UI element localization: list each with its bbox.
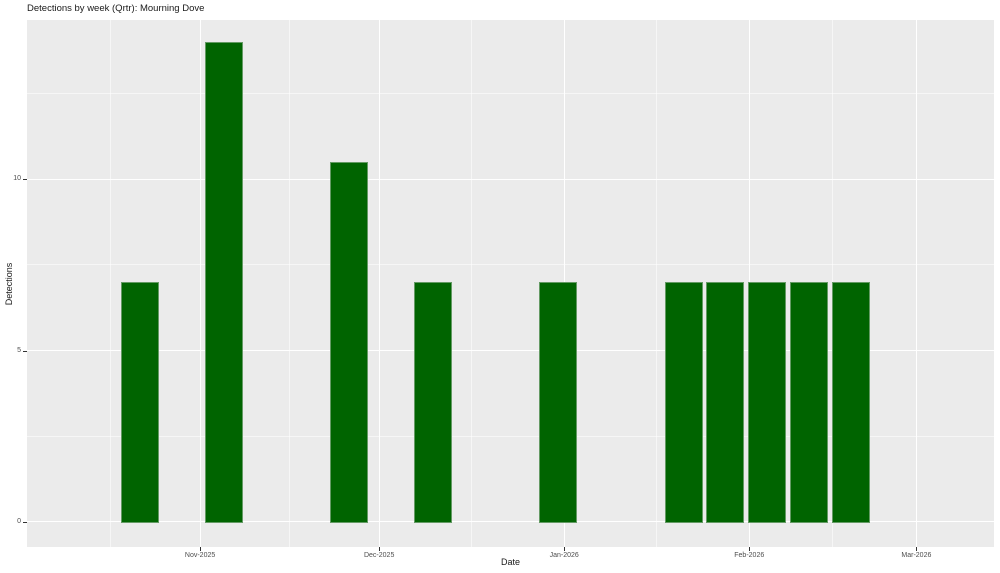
- x-tick-label: Feb-2026: [734, 552, 765, 559]
- bar: [204, 41, 244, 523]
- x-tick-mark: [564, 547, 566, 551]
- x-minor-gridline: [289, 20, 291, 547]
- x-minor-gridline: [656, 20, 658, 547]
- y-tick-mark: [23, 179, 27, 181]
- x-tick-mark: [749, 547, 751, 551]
- x-tick-label: Jan-2026: [549, 552, 579, 559]
- y-major-gridline: [27, 178, 994, 180]
- bar: [706, 281, 745, 523]
- y-minor-gridline: [27, 435, 994, 437]
- x-tick-mark: [916, 547, 918, 551]
- chart-title: Detections by week (Qrtr): Mourning Dove: [27, 3, 205, 14]
- y-axis-title: Detections: [4, 262, 14, 306]
- y-minor-gridline: [27, 264, 994, 266]
- x-tick-label: Dec-2025: [363, 552, 395, 559]
- y-major-gridline: [27, 521, 994, 523]
- bar: [539, 281, 578, 523]
- bar: [831, 281, 870, 523]
- y-minor-gridline: [27, 92, 994, 94]
- bar: [413, 281, 452, 523]
- x-tick-label: Mar-2026: [901, 552, 932, 559]
- x-tick-label: Nov-2025: [184, 552, 216, 559]
- y-major-gridline: [27, 350, 994, 352]
- bar: [330, 161, 369, 523]
- bar: [748, 281, 787, 523]
- bar: [664, 281, 703, 523]
- x-minor-gridline: [110, 20, 112, 547]
- y-tick-label: 10: [13, 175, 21, 183]
- x-major-gridline: [199, 20, 201, 547]
- x-major-gridline: [378, 20, 380, 547]
- y-tick-mark: [23, 521, 27, 523]
- y-tick-mark: [23, 350, 27, 352]
- x-tick-mark: [379, 547, 381, 551]
- y-tick-label: 5: [17, 346, 21, 354]
- x-minor-gridline: [471, 20, 473, 547]
- y-tick-label: 0: [17, 517, 21, 525]
- x-tick-mark: [200, 547, 202, 551]
- x-axis-title: Date: [500, 557, 520, 567]
- bar: [121, 281, 160, 523]
- bar: [789, 281, 829, 523]
- x-major-gridline: [915, 20, 917, 547]
